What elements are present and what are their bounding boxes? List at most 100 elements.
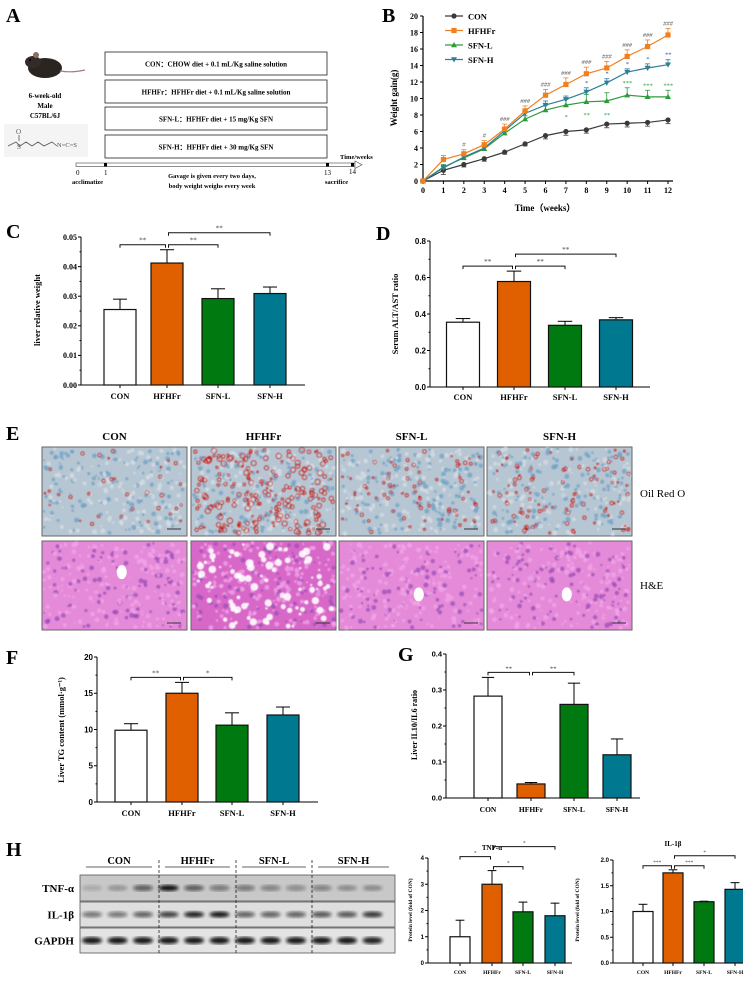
group-description: SFN-L：HFHFr diet + 15 mg/Kg SFN: [159, 116, 273, 124]
y-axis-title: Serum ALT/AST ratio: [390, 274, 400, 355]
panel-label-c: C: [6, 221, 20, 243]
data-point: [665, 62, 671, 68]
blot-group-label: HFHFr: [181, 856, 215, 867]
data-point: [644, 65, 651, 71]
data-point: [583, 89, 590, 95]
svg-text:O: O: [16, 128, 21, 136]
y-tick-label: 0.0: [601, 961, 610, 967]
data-point: [522, 141, 528, 147]
significance-label: **: [562, 246, 570, 254]
significance-mark: *: [626, 61, 630, 68]
blot-band: [337, 937, 357, 944]
y-tick-label: 16: [410, 45, 418, 54]
blot-band: [184, 937, 204, 944]
y-tick-label: 20: [410, 12, 418, 21]
data-point: [665, 32, 671, 38]
series-hfhfr: [420, 27, 671, 184]
series-con: [420, 117, 671, 184]
significance-label: ***: [685, 860, 693, 866]
x-tick-label: 3: [482, 186, 486, 195]
blot-band: [184, 911, 204, 918]
panel-a-design: 6-week-old Male C57BL/6J O S N=C=S CON：C…: [4, 51, 373, 190]
blot-band: [209, 911, 230, 918]
legend-label: HFHFr: [468, 26, 496, 36]
x-tick-label: CON: [637, 970, 649, 976]
y-tick-label: 15: [84, 689, 93, 698]
svg-text:13: 13: [324, 169, 332, 177]
y-tick-label: 0.03: [63, 292, 77, 301]
y-tick-label: 10: [410, 95, 418, 104]
x-tick-label: SFN-H: [547, 970, 564, 976]
significance-mark: *: [646, 56, 650, 63]
group-description: HFHFr：HFHFr diet + 0.1 mL/Kg saline solu…: [142, 89, 291, 97]
oil-red-o-image-con: [41, 446, 188, 537]
blot-band: [133, 885, 153, 891]
significance-bracket: [119, 244, 166, 248]
significance-bracket: [130, 676, 181, 681]
y-tick-label: 0.1: [432, 758, 442, 767]
oil-red-o-image-sfn-l: [338, 446, 485, 537]
y-tick-label: 5: [89, 762, 94, 771]
column-header: SFN-H: [543, 431, 576, 443]
significance-mark: **: [665, 52, 672, 59]
bar-sfn-l: [547, 324, 583, 388]
y-tick-label: 0: [414, 177, 418, 186]
western-blot: CON HFHFr SFN-L SFN-H TNF-α IL-1β GAPDH: [34, 856, 396, 955]
data-point: [502, 149, 508, 155]
y-tick-label: 18: [410, 29, 418, 38]
data-point: [603, 80, 610, 86]
bar-sfn-h: [266, 714, 300, 803]
panel-label-h: H: [6, 839, 22, 861]
data-point: [522, 116, 529, 122]
y-tick-label: 10: [84, 725, 93, 734]
blot-band: [158, 885, 179, 891]
y-axis-title: liver relative weight: [32, 274, 42, 346]
data-point: [583, 98, 590, 104]
bar-sfn-l: [559, 703, 589, 799]
group-box: [104, 79, 328, 104]
y-axis-title: Liver TG content (mmol·g⁻¹): [56, 677, 66, 783]
blot-band: [362, 885, 383, 891]
data-point: [665, 117, 671, 123]
y-tick-label: 0.6: [415, 273, 427, 282]
data-point: [665, 93, 671, 100]
y-tick-label: 0.04: [63, 262, 77, 271]
x-tick-label: HFHFr: [483, 970, 501, 976]
blot-band: [133, 911, 153, 918]
svg-text:S: S: [17, 143, 21, 151]
data-point: [624, 53, 630, 60]
blot-row-label: TNF-α: [42, 883, 75, 895]
significance-mark: *: [564, 114, 568, 121]
significance-mark: ###: [622, 42, 633, 49]
blot-band: [158, 937, 179, 944]
blot-band: [209, 885, 230, 891]
blot-band: [235, 937, 255, 944]
x-axis-title: Time（weeks）: [515, 203, 576, 213]
significance-bracket: [642, 865, 672, 869]
he-image-sfn-h: [486, 540, 633, 631]
y-tick-label: 0.4: [432, 650, 443, 659]
blot-band: [158, 911, 179, 918]
bar-hfhfr: [516, 783, 546, 799]
legend-item: CON: [445, 12, 488, 22]
row-label: H&E: [640, 580, 664, 592]
group-box: [104, 134, 328, 159]
y-axis-title: Protein level (fold of CON): [574, 878, 581, 941]
y-tick-label: 1.5: [601, 884, 610, 890]
tnf-alpha-bar-chart: 0 1 2 3 4 Protein level (fold of CON) TNF-α CON…: [407, 841, 572, 976]
significance-bracket: [532, 671, 575, 676]
significance-label: *: [703, 850, 706, 856]
data-point: [542, 92, 549, 98]
data-point: [583, 127, 589, 133]
data-point: [440, 156, 447, 163]
significance-bracket: [493, 846, 556, 850]
blot-group-label: SFN-L: [259, 856, 289, 867]
x-tick-label: 10: [623, 186, 631, 195]
y-tick-label: 3: [421, 882, 425, 888]
significance-mark: ###: [541, 81, 552, 88]
data-point: [420, 178, 426, 184]
bar-sfn-l: [201, 297, 235, 386]
significance-label: **: [139, 237, 147, 245]
significance-bracket: [487, 671, 530, 676]
he-image-sfn-l: [338, 540, 485, 631]
